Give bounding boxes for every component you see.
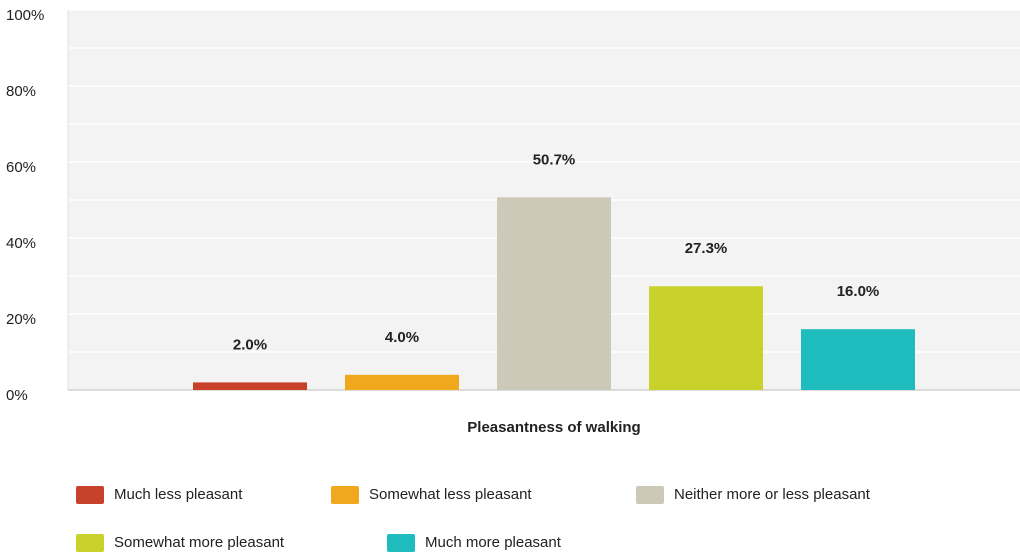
legend-label: Somewhat less pleasant <box>369 486 532 503</box>
bar <box>497 197 611 390</box>
y-tick-label: 60% <box>6 159 36 176</box>
bar <box>193 382 307 390</box>
legend-label: Somewhat more pleasant <box>114 534 285 551</box>
bar <box>345 374 459 390</box>
y-tick-label: 80% <box>6 83 36 100</box>
x-tick-label: Pleasantness of walking <box>467 419 640 436</box>
y-tick-label: 40% <box>6 235 36 252</box>
data-label: 2.0% <box>233 336 267 353</box>
bar <box>649 286 763 390</box>
data-label: 4.0% <box>385 329 419 346</box>
legend-swatch <box>331 486 359 504</box>
legend-swatch <box>76 534 104 552</box>
y-tick-label: 100% <box>6 7 44 24</box>
data-label: 27.3% <box>685 240 728 257</box>
legend-swatch <box>387 534 415 552</box>
y-tick-label: 0% <box>6 387 28 404</box>
data-label: 50.7% <box>533 151 576 168</box>
data-label: 16.0% <box>837 283 880 300</box>
legend-label: Much less pleasant <box>114 486 243 503</box>
legend-swatch <box>76 486 104 504</box>
legend-label: Neither more or less pleasant <box>674 486 871 503</box>
legend-label: Much more pleasant <box>425 534 562 551</box>
bar <box>801 329 915 390</box>
y-tick-label: 20% <box>6 311 36 328</box>
legend-swatch <box>636 486 664 504</box>
